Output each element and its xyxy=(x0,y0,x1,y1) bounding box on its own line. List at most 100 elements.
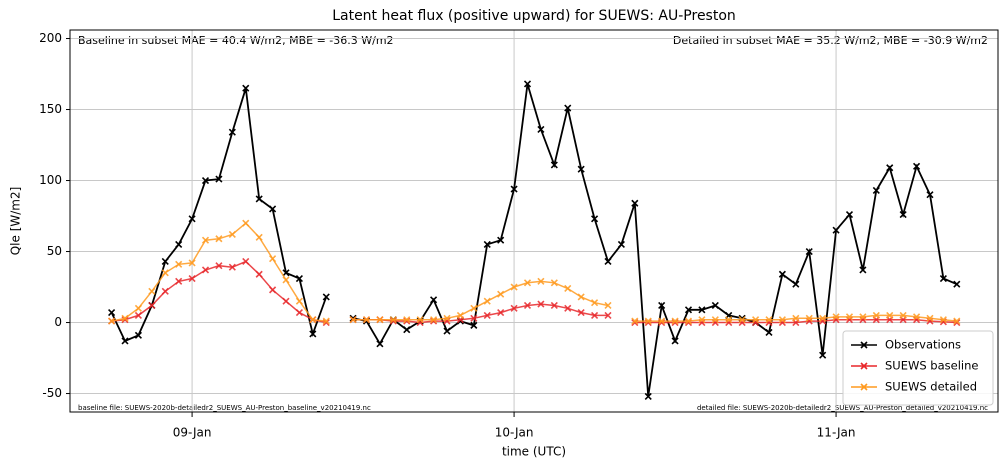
marker xyxy=(255,195,263,203)
marker xyxy=(175,260,183,268)
marker xyxy=(926,191,934,199)
x-tick-label: 11-Jan xyxy=(817,426,856,440)
marker xyxy=(805,247,813,256)
marker xyxy=(269,286,277,294)
marker xyxy=(322,293,330,301)
marker xyxy=(108,309,116,317)
marker xyxy=(577,165,585,173)
marker xyxy=(631,199,639,207)
marker xyxy=(161,257,169,266)
marker xyxy=(778,318,786,327)
marker xyxy=(121,314,129,322)
x-tick-label: 09-Jan xyxy=(173,426,212,440)
marker xyxy=(860,341,868,349)
y-tick-label: 0 xyxy=(54,315,62,329)
x-axis-label: time (UTC) xyxy=(502,445,566,459)
marker xyxy=(564,304,572,312)
marker xyxy=(228,230,236,239)
marker xyxy=(872,311,880,320)
marker xyxy=(309,316,317,324)
marker xyxy=(416,316,424,324)
marker xyxy=(269,205,277,213)
marker xyxy=(671,317,679,325)
marker xyxy=(537,277,545,285)
marker xyxy=(376,340,384,348)
marker xyxy=(591,215,599,223)
marker xyxy=(242,219,250,227)
marker xyxy=(926,314,934,322)
marker xyxy=(684,317,693,325)
marker xyxy=(738,316,746,324)
marker xyxy=(255,270,263,278)
marker xyxy=(845,316,854,324)
marker xyxy=(899,211,907,219)
marker xyxy=(658,301,666,310)
series xyxy=(108,219,961,325)
chart-title: Latent heat flux (positive upward) for S… xyxy=(332,8,736,24)
plot-frame xyxy=(69,29,999,413)
marker xyxy=(725,316,733,324)
marker xyxy=(188,274,196,283)
marker xyxy=(792,314,800,322)
marker xyxy=(282,276,290,284)
marker xyxy=(752,318,760,327)
legend-box xyxy=(842,330,994,406)
marker xyxy=(282,297,290,305)
marker xyxy=(658,317,666,325)
marker xyxy=(832,226,840,234)
marker xyxy=(912,313,921,321)
marker xyxy=(510,304,518,312)
marker xyxy=(711,318,719,327)
marker xyxy=(886,311,894,320)
marker xyxy=(201,236,210,244)
marker xyxy=(148,301,156,310)
marker xyxy=(242,84,250,92)
marker xyxy=(523,279,532,287)
marker xyxy=(295,297,303,305)
marker xyxy=(483,240,491,248)
marker xyxy=(255,233,263,241)
annotation: Baseline in subset MAE = 40.4 W/m2, MBE … xyxy=(78,34,394,47)
marker xyxy=(376,316,384,324)
marker xyxy=(188,259,196,267)
marker xyxy=(698,306,706,314)
marker xyxy=(322,317,330,325)
marker xyxy=(443,327,451,335)
y-axis-label: Qle [W/m2] xyxy=(9,187,23,256)
marker xyxy=(845,211,854,219)
marker xyxy=(805,317,813,325)
marker xyxy=(644,317,652,325)
marker xyxy=(121,337,129,345)
marker xyxy=(684,306,693,314)
y-tick-label: 100 xyxy=(39,173,62,187)
marker xyxy=(765,316,773,324)
legend-label: SUEWS baseline xyxy=(885,359,978,373)
marker xyxy=(725,318,733,327)
marker xyxy=(939,274,947,283)
marker xyxy=(403,316,411,324)
marker xyxy=(215,262,223,270)
marker xyxy=(470,321,478,329)
marker xyxy=(738,318,746,327)
marker xyxy=(349,316,357,324)
x-tick-label: 10-Jan xyxy=(495,426,534,440)
marker xyxy=(912,162,921,170)
marker xyxy=(819,351,827,359)
annotation: Detailed in subset MAE = 35.2 W/m2, MBE … xyxy=(673,34,988,47)
marker xyxy=(550,279,558,287)
legend: Observations SUEWS baseline SUEWS detailed xyxy=(842,330,994,406)
marker xyxy=(228,263,236,271)
marker xyxy=(403,326,411,334)
annotation: baseline file: SUEWS-2020b-detailedr2_SU… xyxy=(78,404,371,412)
marker xyxy=(604,311,612,320)
marker xyxy=(175,277,183,285)
marker xyxy=(550,161,558,169)
legend-label: SUEWS detailed xyxy=(885,380,977,394)
marker xyxy=(134,304,142,312)
marker xyxy=(832,313,840,321)
marker xyxy=(537,125,545,133)
marker xyxy=(470,304,478,312)
marker xyxy=(860,383,868,391)
marker xyxy=(792,280,800,288)
